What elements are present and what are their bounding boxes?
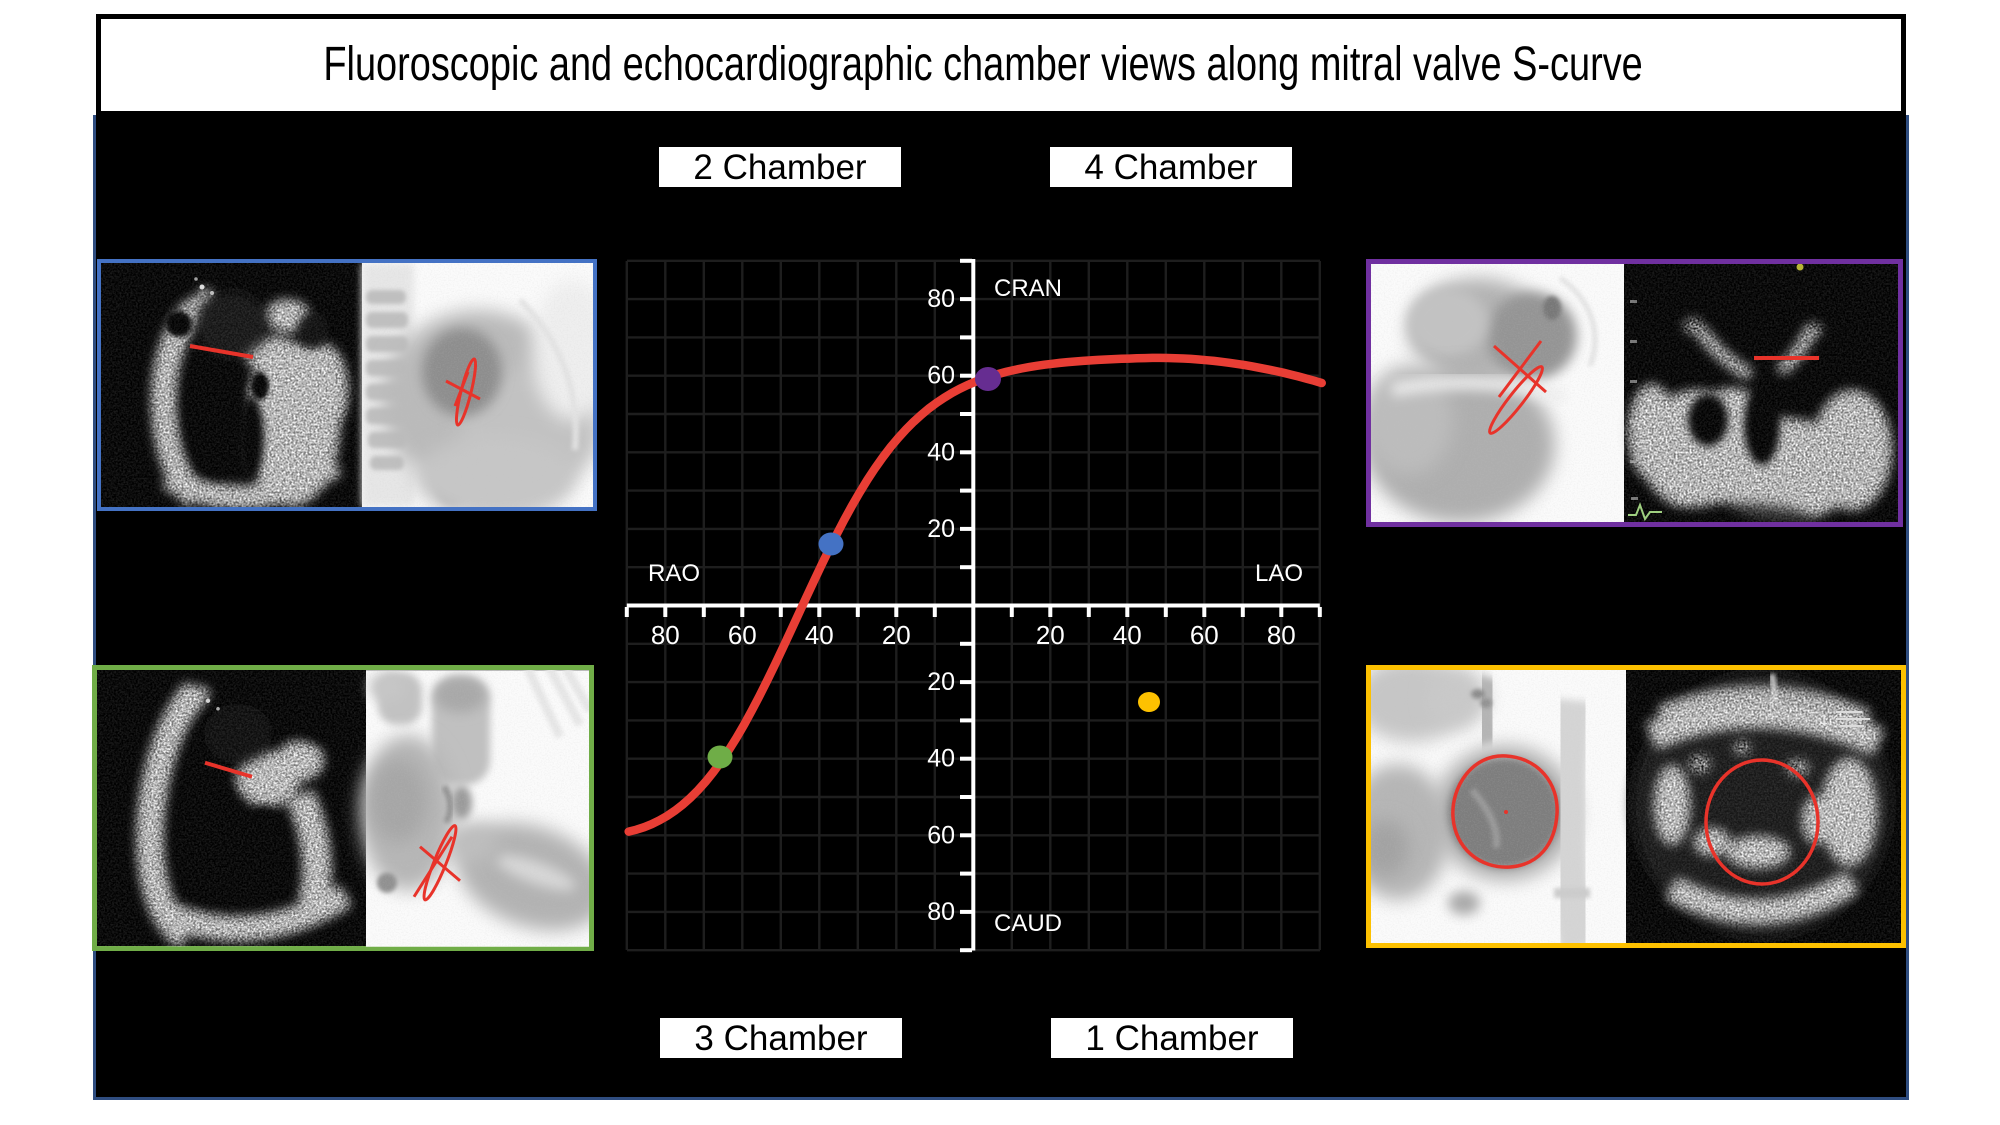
svg-text:20: 20 — [882, 620, 911, 650]
svg-text:40: 40 — [927, 745, 955, 773]
svg-text:RAO: RAO — [648, 560, 700, 587]
svg-text:CAUD: CAUD — [994, 910, 1062, 937]
svg-text:60: 60 — [1190, 620, 1219, 650]
svg-text:80: 80 — [927, 898, 955, 926]
svg-text:20: 20 — [927, 668, 955, 696]
svg-text:1: 1 — [1820, 711, 1828, 727]
svg-text:40: 40 — [805, 620, 834, 650]
svg-text:80: 80 — [927, 285, 955, 313]
svg-text:40: 40 — [1113, 620, 1142, 650]
svg-text:60: 60 — [728, 620, 757, 650]
svg-text:60: 60 — [927, 362, 955, 390]
svg-text:LAO: LAO — [1255, 560, 1303, 587]
svg-text:80: 80 — [1267, 620, 1296, 650]
svg-text:60: 60 — [927, 821, 955, 849]
svg-text:20: 20 — [1036, 620, 1065, 650]
svg-text:80: 80 — [651, 620, 680, 650]
svg-text:40: 40 — [927, 438, 955, 466]
svg-text:CRAN: CRAN — [994, 275, 1062, 302]
svg-text:20: 20 — [927, 515, 955, 543]
